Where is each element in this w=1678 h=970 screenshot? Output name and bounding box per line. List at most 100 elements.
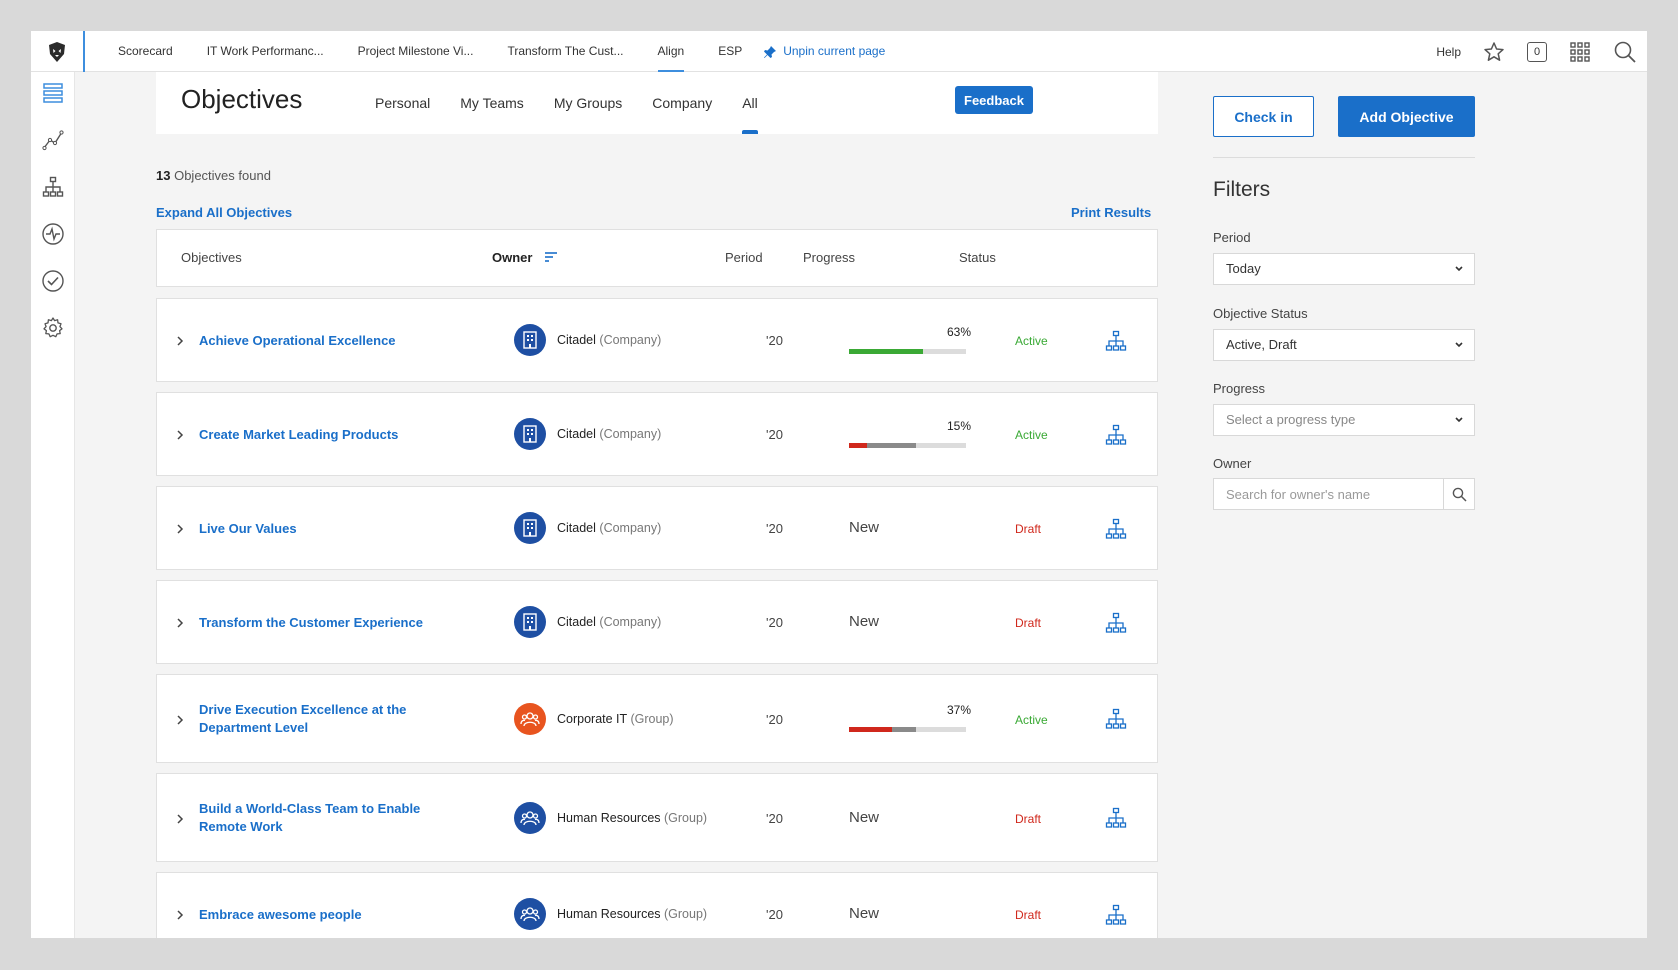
progress-status-text: New bbox=[849, 613, 880, 630]
owner-name: Citadel (Company) bbox=[557, 427, 661, 441]
search-icon bbox=[1452, 487, 1467, 502]
tab-it-work-performance[interactable]: IT Work Performanc... bbox=[206, 44, 324, 58]
progress-bar-expected bbox=[866, 443, 916, 448]
objectives-table-header: Objectives Owner Period Progress Status bbox=[156, 229, 1158, 287]
sort-icon[interactable] bbox=[544, 251, 558, 263]
objective-name-link[interactable]: Drive Execution Excellence at the Depart… bbox=[199, 702, 407, 735]
app-grid-icon[interactable] bbox=[1569, 41, 1591, 63]
owner-name: Corporate IT (Group) bbox=[557, 712, 674, 726]
rail-item-pulse[interactable] bbox=[40, 221, 66, 247]
add-objective-button[interactable]: Add Objective bbox=[1338, 96, 1475, 137]
alignment-hierarchy-icon[interactable] bbox=[1105, 904, 1127, 926]
tab-all[interactable]: All bbox=[727, 72, 773, 134]
owner-label: Corporate IT bbox=[557, 712, 627, 726]
chevron-right-icon[interactable] bbox=[175, 715, 185, 725]
period-filter-select[interactable]: Today bbox=[1213, 253, 1475, 285]
owner-header-label: Owner bbox=[492, 250, 533, 265]
rail-item-checkins[interactable] bbox=[40, 268, 66, 294]
tab-personal[interactable]: Personal bbox=[375, 95, 431, 111]
chevron-right-icon[interactable] bbox=[175, 524, 185, 534]
owner-label: Citadel bbox=[557, 333, 596, 347]
objective-status-filter-label: Objective Status bbox=[1213, 306, 1308, 321]
rail-item-settings[interactable] bbox=[40, 315, 66, 341]
objective-name-link[interactable]: Live Our Values bbox=[199, 521, 297, 536]
alignment-hierarchy-icon[interactable] bbox=[1105, 424, 1127, 446]
status-badge: Draft bbox=[1015, 522, 1042, 536]
alignment-hierarchy-icon[interactable] bbox=[1105, 708, 1127, 730]
chevron-right-icon[interactable] bbox=[175, 618, 185, 628]
chevron-right-icon[interactable] bbox=[175, 430, 185, 440]
column-header-owner[interactable]: Owner bbox=[492, 230, 558, 286]
objective-name-link[interactable]: Transform the Customer Experience bbox=[199, 615, 423, 630]
owner-avatar bbox=[514, 703, 546, 735]
progress-filter-placeholder: Select a progress type bbox=[1226, 412, 1356, 427]
progress-status-text: New bbox=[849, 905, 880, 922]
tab-transform-the-customer[interactable]: Transform The Cust... bbox=[507, 44, 624, 58]
owner-search-input[interactable] bbox=[1214, 479, 1444, 509]
tab-esp[interactable]: ESP bbox=[718, 44, 743, 58]
period-value: '20 bbox=[766, 615, 783, 630]
table-row[interactable]: Create Market Leading Products Citadel (… bbox=[156, 392, 1158, 476]
column-header-objectives[interactable]: Objectives bbox=[181, 250, 242, 265]
table-row[interactable]: Embrace awesome people Human Resources (… bbox=[156, 872, 1158, 938]
tab-my-groups[interactable]: My Groups bbox=[553, 95, 623, 111]
top-navigation-bar: Scorecard IT Work Performanc... Project … bbox=[31, 31, 1647, 72]
alignment-hierarchy-icon[interactable] bbox=[1105, 518, 1127, 540]
column-header-status[interactable]: Status bbox=[959, 250, 996, 265]
objective-status-filter-select[interactable]: Active, Draft bbox=[1213, 329, 1475, 361]
owner-search-button[interactable] bbox=[1443, 479, 1474, 509]
progress-filter-select[interactable]: Select a progress type bbox=[1213, 404, 1475, 436]
alignment-hierarchy-icon[interactable] bbox=[1105, 807, 1127, 829]
progress-status-text: New bbox=[849, 519, 880, 536]
rail-item-analytics[interactable] bbox=[40, 127, 66, 153]
owner-name: Human Resources (Group) bbox=[557, 907, 707, 921]
chevron-right-icon[interactable] bbox=[175, 336, 185, 346]
tab-scorecard[interactable]: Scorecard bbox=[118, 44, 173, 58]
table-row[interactable]: Achieve Operational Excellence Citadel (… bbox=[156, 298, 1158, 382]
owner-name: Citadel (Company) bbox=[557, 615, 661, 629]
table-row[interactable]: Build a World-Class Team to Enable Remot… bbox=[156, 773, 1158, 862]
objective-name-link[interactable]: Build a World-Class Team to Enable Remot… bbox=[199, 801, 421, 834]
owner-name: Citadel (Company) bbox=[557, 521, 661, 535]
chevron-right-icon[interactable] bbox=[175, 910, 185, 920]
table-row[interactable]: Live Our Values Citadel (Company) '20 Ne… bbox=[156, 486, 1158, 570]
global-search-icon[interactable] bbox=[1613, 40, 1637, 64]
tab-my-teams[interactable]: My Teams bbox=[460, 95, 524, 111]
chevron-right-icon[interactable] bbox=[175, 814, 185, 824]
group-icon bbox=[520, 811, 540, 826]
check-in-button[interactable]: Check in bbox=[1213, 96, 1314, 137]
feedback-button[interactable]: Feedback bbox=[955, 86, 1033, 114]
unpin-current-page-link[interactable]: Unpin current page bbox=[763, 31, 885, 72]
table-row[interactable]: Drive Execution Excellence at the Depart… bbox=[156, 674, 1158, 763]
app-logo[interactable] bbox=[31, 31, 85, 72]
print-results-link[interactable]: Print Results bbox=[1071, 205, 1152, 220]
tab-project-milestone[interactable]: Project Milestone Vi... bbox=[357, 44, 474, 58]
rail-item-list[interactable] bbox=[40, 80, 66, 106]
alignment-hierarchy-icon[interactable] bbox=[1105, 612, 1127, 634]
rail-item-hierarchy[interactable] bbox=[40, 174, 66, 200]
building-icon bbox=[523, 613, 537, 631]
results-count-number: 13 bbox=[156, 168, 171, 183]
column-header-progress[interactable]: Progress bbox=[803, 250, 856, 265]
lion-logo-icon bbox=[49, 41, 65, 62]
column-header-period[interactable]: Period bbox=[725, 250, 763, 265]
notification-count-badge[interactable]: 0 bbox=[1527, 41, 1547, 62]
period-value: '20 bbox=[766, 521, 783, 536]
table-row[interactable]: Transform the Customer Experience Citade… bbox=[156, 580, 1158, 664]
progress-percent: 15% bbox=[946, 419, 971, 433]
tab-company[interactable]: Company bbox=[652, 95, 713, 111]
building-icon bbox=[523, 519, 537, 537]
objective-name-link[interactable]: Achieve Operational Excellence bbox=[199, 333, 396, 348]
star-icon[interactable] bbox=[1483, 41, 1505, 63]
owner-type: (Group) bbox=[664, 811, 708, 825]
help-link[interactable]: Help bbox=[1436, 44, 1461, 59]
period-value: '20 bbox=[766, 427, 783, 442]
tab-align[interactable]: Align bbox=[641, 31, 702, 72]
owner-label: Human Resources bbox=[557, 907, 661, 921]
chevron-down-icon bbox=[1455, 417, 1463, 423]
alignment-hierarchy-icon[interactable] bbox=[1105, 330, 1127, 352]
expand-all-objectives-link[interactable]: Expand All Objectives bbox=[156, 205, 293, 220]
objective-name-link[interactable]: Create Market Leading Products bbox=[199, 427, 399, 442]
objective-name-link[interactable]: Embrace awesome people bbox=[199, 907, 362, 922]
gear-icon bbox=[43, 317, 63, 338]
